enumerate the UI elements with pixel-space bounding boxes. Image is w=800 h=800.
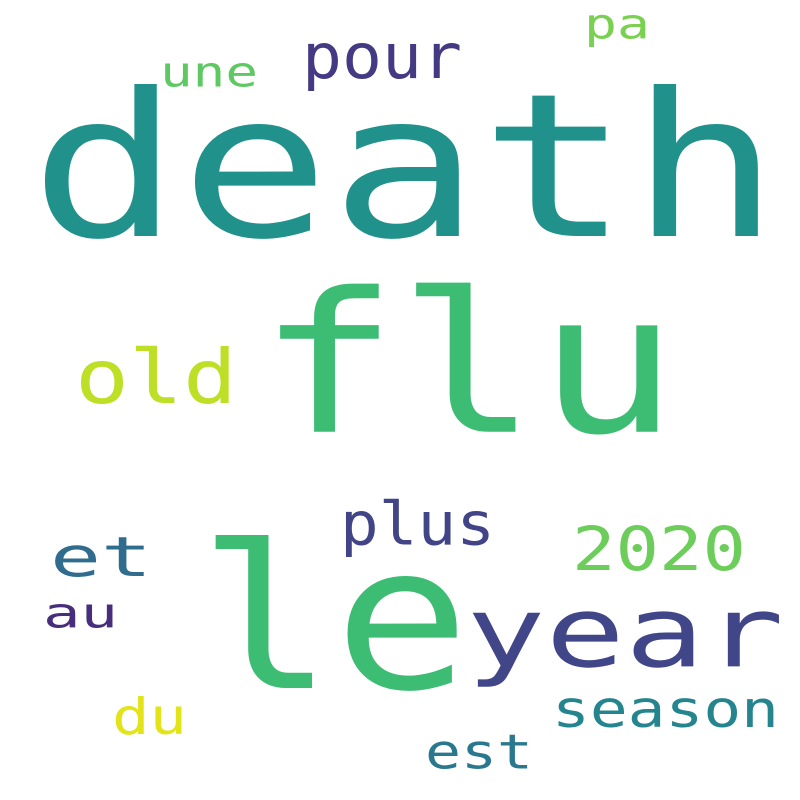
word-est: est <box>425 723 533 780</box>
word-au: au <box>43 588 118 638</box>
word-le: le <box>198 502 470 736</box>
word-season: season <box>552 679 779 740</box>
word-et: et <box>50 525 152 590</box>
word-flu: flu <box>258 250 678 479</box>
word-year: year <box>466 575 784 690</box>
word-du: du <box>112 687 187 746</box>
word-pour: pour <box>302 20 462 93</box>
word-death: death <box>30 50 780 284</box>
word-old: old <box>75 333 237 421</box>
word-2020: 2020 <box>572 513 746 585</box>
word-plus: plus <box>340 488 495 559</box>
word-une: une <box>160 47 258 97</box>
word-pa: pa <box>584 0 650 49</box>
